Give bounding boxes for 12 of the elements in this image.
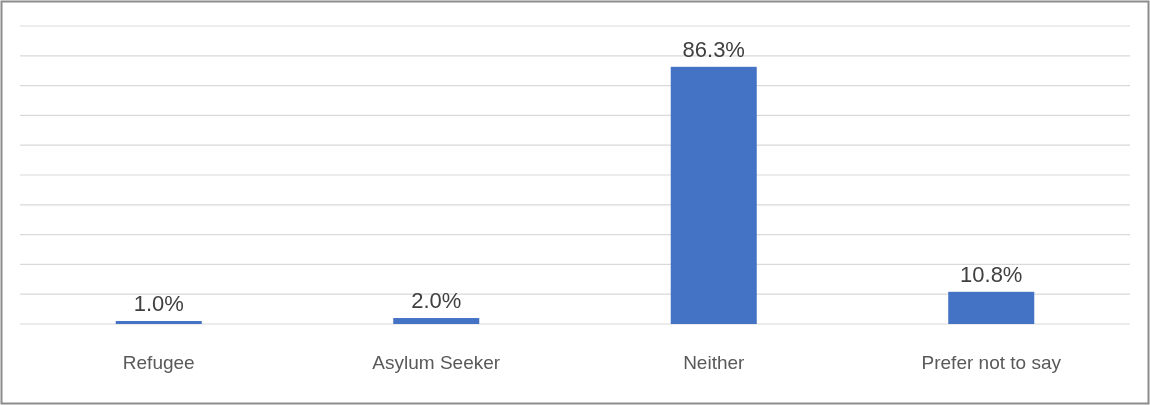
x-tick-label: Asylum Seeker — [372, 352, 501, 373]
bar — [670, 66, 757, 324]
bar — [948, 291, 1035, 324]
data-label: 1.0% — [133, 291, 184, 317]
data-label: 10.8% — [960, 261, 1023, 287]
data-label: 86.3% — [682, 36, 745, 62]
bar — [393, 318, 480, 324]
bar — [115, 321, 202, 324]
x-tick-label: Prefer not to say — [921, 352, 1062, 373]
x-tick-label: Refugee — [122, 352, 195, 373]
x-tick-label: Neither — [683, 352, 746, 373]
data-label: 2.0% — [411, 288, 462, 314]
